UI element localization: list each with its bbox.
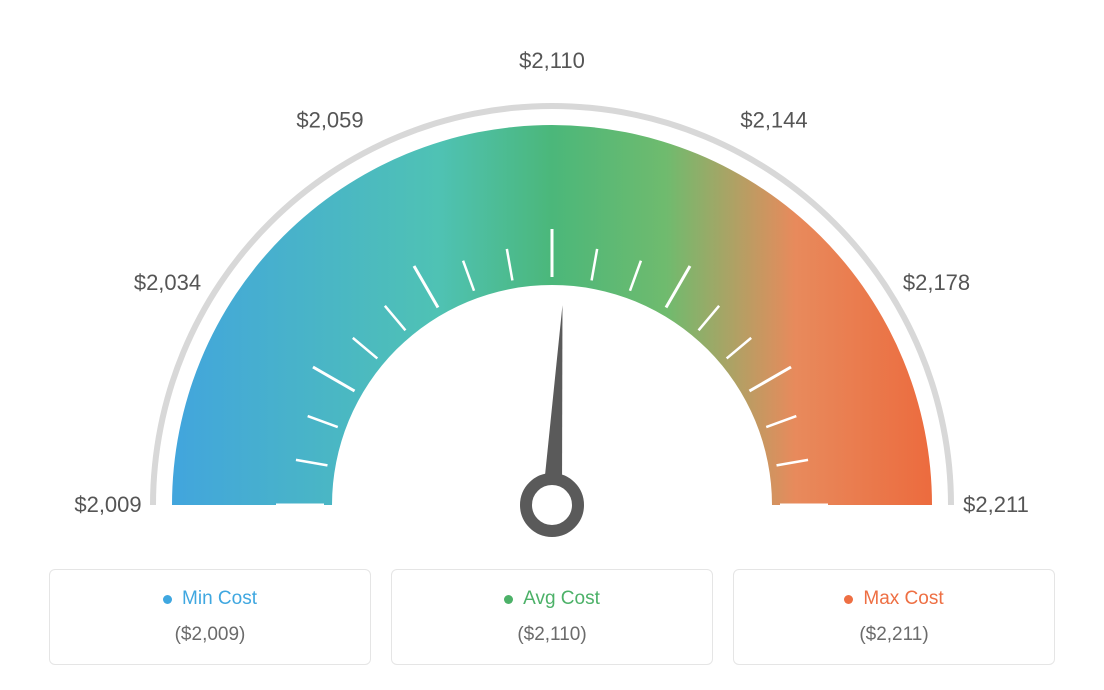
legend-row: Min Cost ($2,009) Avg Cost ($2,110) Max … [0, 569, 1104, 665]
legend-label-min: Min Cost [163, 588, 257, 610]
legend-value-avg: ($2,110) [402, 624, 702, 646]
legend-text-max: Max Cost [863, 588, 943, 610]
gauge-tick-label: $2,211 [963, 492, 1029, 517]
cost-gauge-chart: $2,009 $2,034 $2,059 $2,110 $2,144 $2,178 $2,2… [0, 0, 1104, 690]
gauge-tick-label: $2,009 [74, 492, 141, 517]
gauge-hub [526, 479, 578, 531]
legend-dot-min [163, 595, 172, 604]
gauge-svg: $2,009 $2,034 $2,059 $2,110 $2,144 $2,178 $2,2… [0, 0, 1104, 560]
legend-text-avg: Avg Cost [523, 588, 600, 610]
gauge-tick-label: $2,178 [903, 270, 970, 295]
gauge-tick-label: $2,034 [134, 270, 201, 295]
gauge-tick-label: $2,059 [296, 107, 363, 132]
legend-text-min: Min Cost [182, 588, 257, 610]
legend-card-max: Max Cost ($2,211) [733, 569, 1055, 665]
legend-dot-avg [504, 595, 513, 604]
legend-value-min: ($2,009) [60, 624, 360, 646]
legend-dot-max [844, 595, 853, 604]
legend-label-max: Max Cost [844, 588, 943, 610]
legend-card-avg: Avg Cost ($2,110) [391, 569, 713, 665]
gauge-tick-label: $2,110 [519, 48, 585, 73]
gauge-tick-label: $2,144 [740, 107, 807, 132]
legend-value-max: ($2,211) [744, 624, 1044, 646]
legend-label-avg: Avg Cost [504, 588, 600, 610]
legend-card-min: Min Cost ($2,009) [49, 569, 371, 665]
